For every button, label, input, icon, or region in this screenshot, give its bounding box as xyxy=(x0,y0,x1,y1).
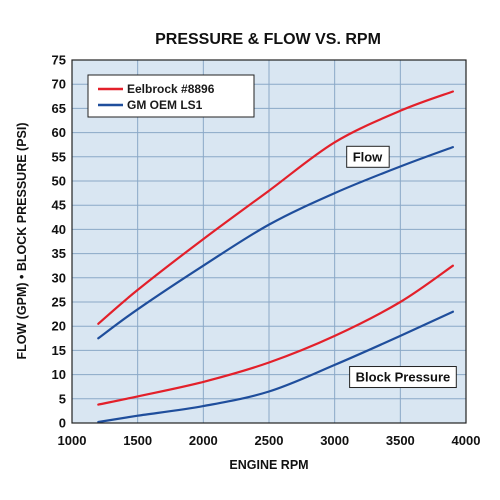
x-tick-label: 3500 xyxy=(386,433,415,448)
x-tick-label: 3000 xyxy=(320,433,349,448)
legend-box xyxy=(87,74,255,118)
y-tick-label: 55 xyxy=(52,149,66,164)
series-layer xyxy=(97,90,454,424)
y-tick-label: 35 xyxy=(52,246,66,261)
y-tick-label: 15 xyxy=(52,343,66,358)
x-tick-label: 4000 xyxy=(452,433,481,448)
y-axis-label: FLOW (GPM) • BLOCK PRESSURE (PSI) xyxy=(15,122,29,359)
legend-label-gm-oem: GM OEM LS1 xyxy=(127,98,203,112)
y-tick-label: 70 xyxy=(52,77,66,92)
x-tick-label: 1500 xyxy=(123,433,152,448)
annotation-block-pressure: Block Pressure xyxy=(349,366,457,389)
series-line-block-pressure-gm-oem-ls1 xyxy=(97,310,454,424)
y-tick-label: 65 xyxy=(52,101,66,116)
plot-frame xyxy=(71,59,467,424)
x-tick-label: 1000 xyxy=(58,433,87,448)
y-tick-label: 25 xyxy=(52,295,66,310)
y-tick-label: 30 xyxy=(52,270,66,285)
y-tick-label: 20 xyxy=(52,319,66,334)
annotation-box xyxy=(349,366,457,389)
grid-layer xyxy=(72,60,466,423)
series-line-flow-eelbrock-8896 xyxy=(97,90,454,325)
y-tick-label: 50 xyxy=(52,174,66,189)
y-tick-label: 5 xyxy=(59,391,66,406)
y-tick-label: 45 xyxy=(52,198,66,213)
legend-label-eelbrock: Eelbrock #8896 xyxy=(127,82,215,96)
y-tick-label: 10 xyxy=(52,367,66,382)
annotation-text: Flow xyxy=(353,149,383,164)
annotation-flow: Flow xyxy=(346,145,390,168)
legend: Eelbrock #8896 GM OEM LS1 xyxy=(87,74,255,118)
x-tick-label: 2500 xyxy=(255,433,284,448)
annotation-layer: Flow Block Pressure xyxy=(346,145,457,389)
y-tick-label: 75 xyxy=(52,53,66,68)
series-line-block-pressure-eelbrock-8896 xyxy=(97,264,454,406)
y-tick-label: 0 xyxy=(59,416,66,431)
series-line-flow-gm-oem-ls1 xyxy=(97,146,454,340)
x-tick-label: 2000 xyxy=(189,433,218,448)
annotation-text: Block Pressure xyxy=(356,370,451,385)
chart-title: PRESSURE & FLOW VS. RPM xyxy=(155,31,381,48)
y-tick-label: 40 xyxy=(52,222,66,237)
y-tick-label: 60 xyxy=(52,125,66,140)
x-axis-label: ENGINE RPM xyxy=(229,458,308,472)
annotation-box xyxy=(346,145,390,168)
tick-label-layer: 0 5 10 15 20 25 30 35 40 45 50 55 60 65 70 75 1000 1500 20… xyxy=(52,53,481,449)
